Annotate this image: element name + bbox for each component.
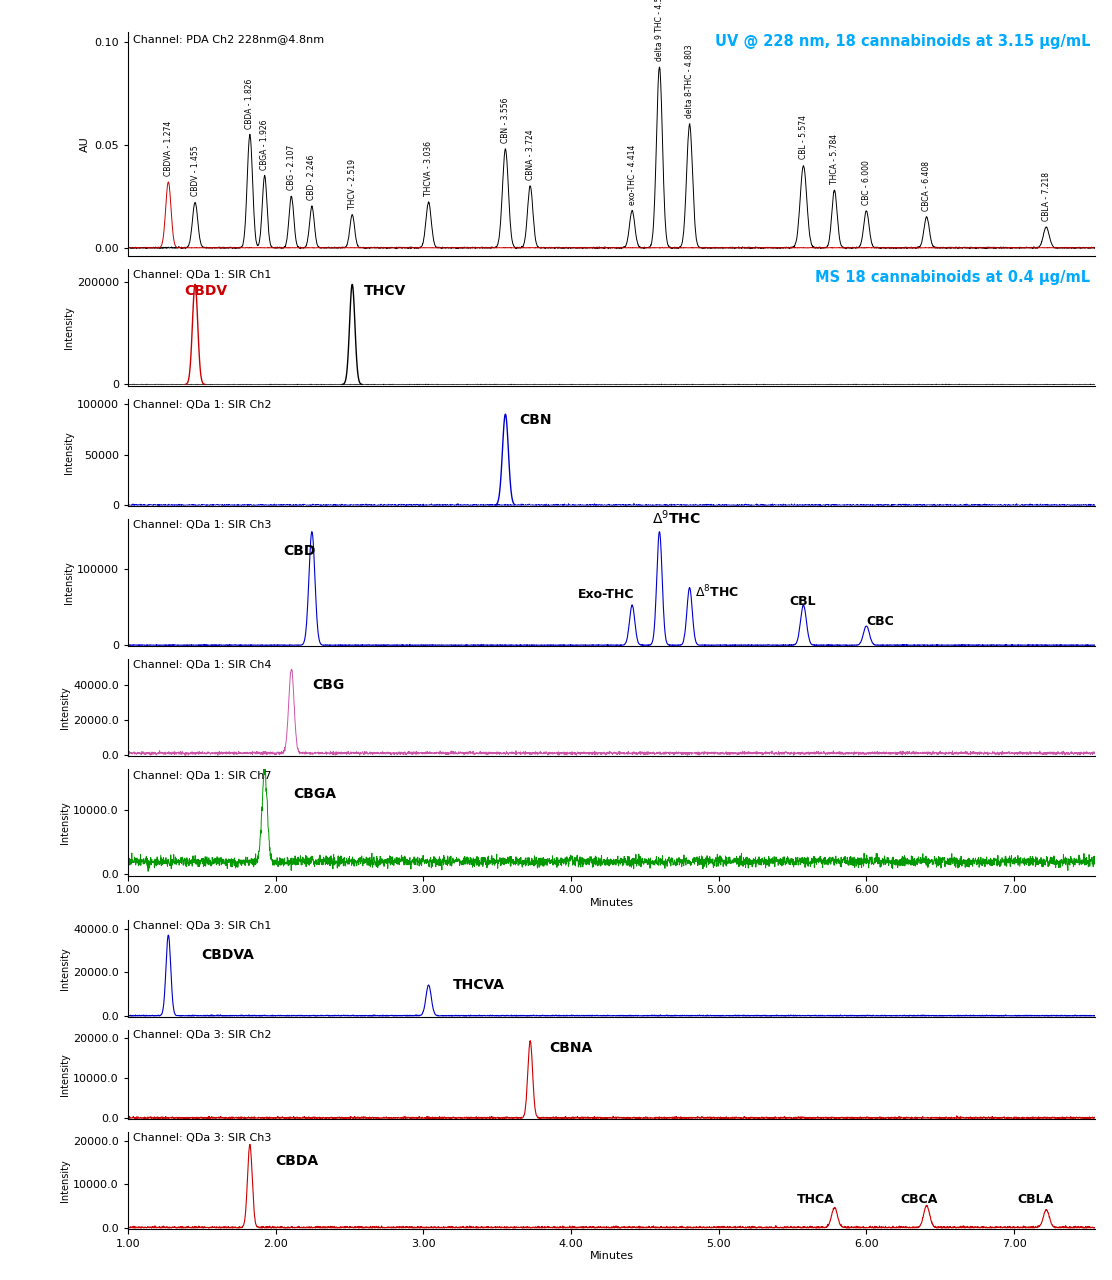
Text: Channel: QDa 1: SIR Ch7: Channel: QDa 1: SIR Ch7 (132, 771, 271, 781)
Text: THCVA: THCVA (453, 978, 505, 992)
Text: Channel: QDa 1: SIR Ch2: Channel: QDa 1: SIR Ch2 (132, 401, 271, 410)
Text: CBDA - 1.826: CBDA - 1.826 (246, 78, 255, 128)
Text: CBLA: CBLA (1017, 1193, 1053, 1206)
Y-axis label: Intensity: Intensity (60, 1160, 70, 1202)
Text: CBNA - 3.724: CBNA - 3.724 (526, 129, 535, 180)
Y-axis label: Intensity: Intensity (64, 561, 75, 604)
Text: Channel: QDa 1: SIR Ch4: Channel: QDa 1: SIR Ch4 (132, 660, 271, 669)
Text: CBLA - 7.218: CBLA - 7.218 (1042, 172, 1051, 221)
Text: CBC - 6.000: CBC - 6.000 (862, 160, 871, 205)
Y-axis label: Intensity: Intensity (60, 686, 70, 728)
Text: CBDV: CBDV (183, 284, 227, 298)
Text: Channel: QDa 1: SIR Ch1: Channel: QDa 1: SIR Ch1 (132, 270, 271, 280)
Text: CBG: CBG (312, 678, 345, 691)
Text: UV @ 228 nm, 18 cannabinoids at 3.15 μg/mL: UV @ 228 nm, 18 cannabinoids at 3.15 μg/… (715, 35, 1091, 49)
Text: MS 18 cannabinoids at 0.4 μg/mL: MS 18 cannabinoids at 0.4 μg/mL (815, 270, 1091, 285)
Text: $\Delta^8$THC: $\Delta^8$THC (695, 584, 739, 600)
Text: CBCA - 6.408: CBCA - 6.408 (922, 161, 931, 211)
X-axis label: Minutes: Minutes (589, 899, 634, 908)
Y-axis label: Intensity: Intensity (64, 306, 75, 349)
Text: CBDA: CBDA (276, 1153, 319, 1167)
Text: CBD: CBD (282, 544, 316, 558)
Text: Exo-THC: Exo-THC (578, 588, 635, 600)
Text: Channel: QDa 1: SIR Ch3: Channel: QDa 1: SIR Ch3 (132, 520, 271, 530)
Y-axis label: Intensity: Intensity (60, 947, 70, 989)
Text: Channel: QDa 3: SIR Ch2: Channel: QDa 3: SIR Ch2 (132, 1030, 271, 1041)
Text: Channel: QDa 3: SIR Ch3: Channel: QDa 3: SIR Ch3 (132, 1133, 271, 1143)
Text: THCA: THCA (797, 1193, 835, 1206)
Y-axis label: Intensity: Intensity (60, 1053, 70, 1096)
Text: CBL - 5.574: CBL - 5.574 (798, 115, 808, 160)
Text: CBC: CBC (866, 616, 894, 628)
Text: Channel: QDa 3: SIR Ch1: Channel: QDa 3: SIR Ch1 (132, 920, 271, 931)
Text: delta 8-THC - 4.803: delta 8-THC - 4.803 (685, 45, 694, 118)
Text: CBN: CBN (519, 413, 552, 428)
Text: Channel: PDA Ch2 228nm@4.8nm: Channel: PDA Ch2 228nm@4.8nm (132, 35, 324, 45)
Y-axis label: Intensity: Intensity (60, 801, 70, 844)
Text: THCV - 2.519: THCV - 2.519 (348, 159, 357, 209)
Text: CBL: CBL (790, 595, 816, 608)
Y-axis label: AU: AU (80, 136, 90, 152)
Text: CBG - 2.107: CBG - 2.107 (287, 145, 296, 191)
Text: THCVA - 3.036: THCVA - 3.036 (424, 141, 433, 196)
Text: THCV: THCV (365, 284, 407, 298)
Y-axis label: Intensity: Intensity (64, 431, 75, 474)
Text: THCA - 5.784: THCA - 5.784 (830, 134, 838, 184)
Text: CBDVA: CBDVA (201, 948, 255, 963)
Text: CBCA: CBCA (901, 1193, 937, 1206)
Text: CBGA - 1.926: CBGA - 1.926 (260, 119, 269, 170)
Text: exo-THC - 4.414: exo-THC - 4.414 (627, 145, 637, 205)
Text: CBD - 2.246: CBD - 2.246 (307, 155, 317, 201)
Text: CBDV - 1.455: CBDV - 1.455 (190, 146, 199, 196)
Text: $\Delta^9$THC: $\Delta^9$THC (653, 508, 701, 527)
Text: delta 9 THC - 4.599: delta 9 THC - 4.599 (655, 0, 664, 60)
Text: CBDVA - 1.274: CBDVA - 1.274 (163, 120, 172, 175)
Text: CBN - 3.556: CBN - 3.556 (500, 97, 510, 143)
X-axis label: Minutes: Minutes (589, 1252, 634, 1261)
Text: CBGA: CBGA (294, 786, 336, 800)
Text: CBNA: CBNA (549, 1041, 592, 1055)
